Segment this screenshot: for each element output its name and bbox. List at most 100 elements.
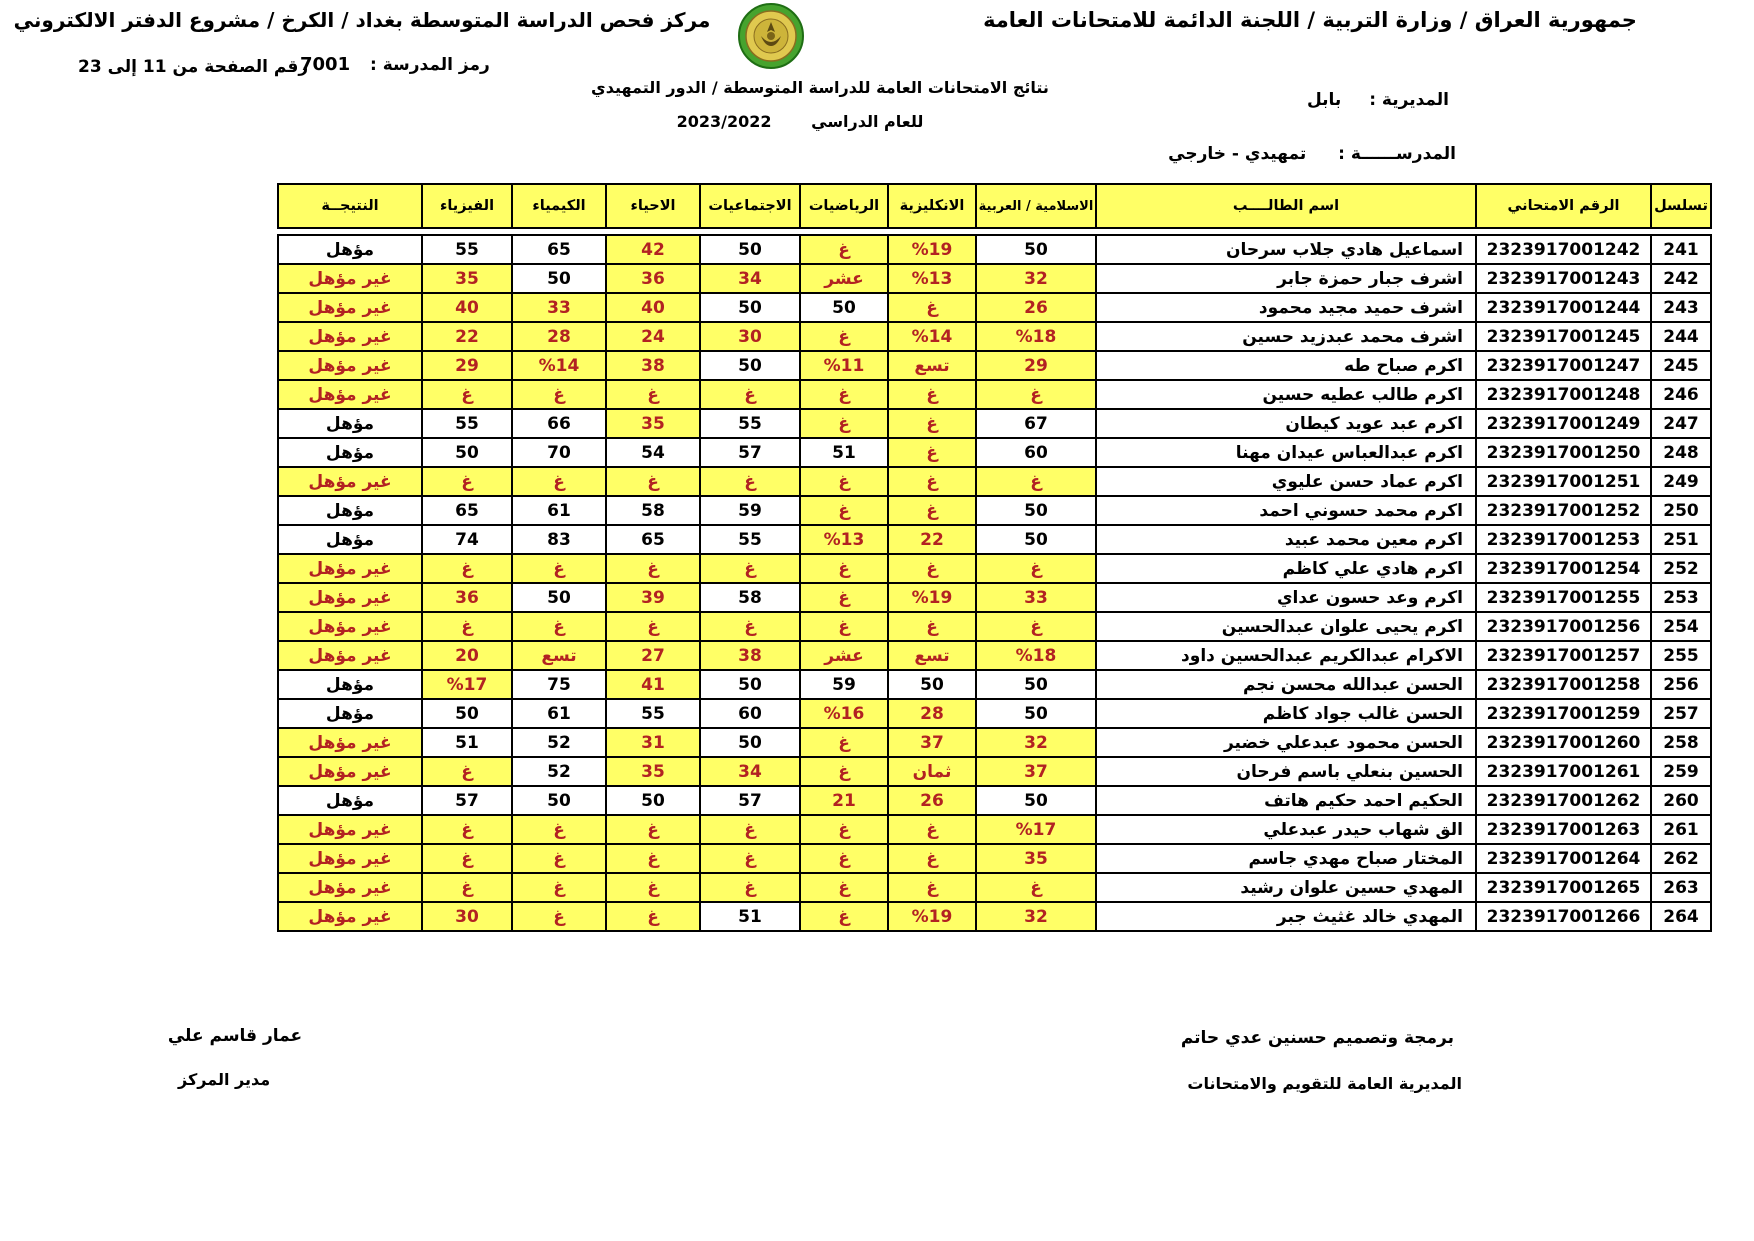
- result-cell: غير مؤهل: [277, 901, 423, 932]
- exam-number-cell: 2323917001262: [1475, 785, 1652, 816]
- exam-number-cell: 2323917001265: [1475, 872, 1652, 903]
- serial-cell: 243: [1650, 292, 1712, 323]
- grade-cell: 35: [605, 756, 701, 787]
- grade-cell: 32: [975, 901, 1097, 932]
- grade-cell: غ: [605, 466, 701, 497]
- table-row: 243 2323917001244 اشرف حميد مجيد محمود 26 غ 5…: [277, 292, 1712, 323]
- grade-cell: غ: [699, 611, 801, 642]
- student-name-cell: اكرم يحيى علوان عبدالحسين: [1095, 611, 1477, 642]
- grade-cell: 38: [699, 640, 801, 671]
- grade-cell: 65: [605, 524, 701, 555]
- table-row: 262 2323917001264 المختار صباح مهدي جاسم 35…: [277, 843, 1712, 874]
- column-header: الاسلامية / العربية: [975, 183, 1097, 229]
- grade-cell: 50: [511, 263, 607, 294]
- grade-cell: 50: [699, 669, 801, 700]
- result-cell: مؤهل: [277, 234, 423, 265]
- grade-cell: 50: [699, 234, 801, 265]
- grade-cell: غ: [511, 466, 607, 497]
- grade-cell: غ: [799, 321, 889, 352]
- grade-cell: غ: [799, 408, 889, 439]
- result-cell: غير مؤهل: [277, 843, 423, 874]
- grade-cell: 65: [421, 495, 513, 526]
- year-value: 2023/2022: [676, 112, 772, 131]
- student-name-cell: اكرم عبدالعباس عيدان مهنا: [1095, 437, 1477, 468]
- table-row: 241 2323917001242 اسماعيل هادي جلاب سرحان 5…: [277, 234, 1712, 265]
- grade-cell: 51: [799, 437, 889, 468]
- grade-cell: 35: [975, 843, 1097, 874]
- grade-cell: 55: [421, 234, 513, 265]
- ministry-emblem-logo: [737, 2, 805, 70]
- column-header: الرياضيات: [799, 183, 889, 229]
- table-row: 254 2323917001256 اكرم يحيى علوان عبدالحسي…: [277, 611, 1712, 642]
- grade-cell: غ: [421, 553, 513, 584]
- grade-cell: غ: [887, 379, 977, 410]
- student-name-cell: اكرم وعد حسون عداي: [1095, 582, 1477, 613]
- grade-cell: 26: [975, 292, 1097, 323]
- grade-cell: 50: [799, 292, 889, 323]
- grade-cell: عشر: [799, 640, 889, 671]
- serial-cell: 251: [1650, 524, 1712, 555]
- table-row: 251 2323917001253 اكرم معين محمد عبيد 50 22%…: [277, 524, 1712, 555]
- serial-cell: 247: [1650, 408, 1712, 439]
- grade-cell: غ: [605, 872, 701, 903]
- student-name-cell: الاكرام عبدالكريم عبدالحسين داود: [1095, 640, 1477, 671]
- result-cell: مؤهل: [277, 698, 423, 729]
- grade-cell: 24: [605, 321, 701, 352]
- column-header: الاجتماعيات: [699, 183, 801, 229]
- grade-cell: غ: [799, 727, 889, 758]
- student-name-cell: اكرم عماد حسن عليوي: [1095, 466, 1477, 497]
- table-row: 247 2323917001249 اكرم عبد عويد كيطان 67 غ غ 5…: [277, 408, 1712, 439]
- exam-number-cell: 2323917001263: [1475, 814, 1652, 845]
- serial-cell: 261: [1650, 814, 1712, 845]
- credits-line: برمجة وتصميم حسنين عدي حاتم: [1180, 1028, 1454, 1048]
- result-cell: مؤهل: [277, 785, 423, 816]
- serial-cell: 254: [1650, 611, 1712, 642]
- grade-cell: 29: [975, 350, 1097, 381]
- grade-cell: 50: [421, 437, 513, 468]
- school-value: تمهيدي - خارجي: [1168, 144, 1307, 164]
- director-name: عمار قاسم علي: [167, 1026, 303, 1046]
- grade-cell: غ: [511, 901, 607, 932]
- grade-cell: %17: [421, 669, 513, 700]
- result-cell: غير مؤهل: [277, 756, 423, 787]
- table-row: 258 2323917001260 الحسن محمود عبدعلي خضير 3…: [277, 727, 1712, 758]
- grade-cell: 41: [605, 669, 701, 700]
- student-name-cell: اكرم محمد حسوني احمد: [1095, 495, 1477, 526]
- grade-cell: غ: [887, 872, 977, 903]
- table-row: 260 2323917001262 الحكيم احمد حكيم هاتف 50 2…: [277, 785, 1712, 816]
- table-row: 253 2323917001255 اكرم وعد حسون عداي 33 %19 غ…: [277, 582, 1712, 613]
- result-cell: غير مؤهل: [277, 872, 423, 903]
- result-cell: مؤهل: [277, 495, 423, 526]
- grade-cell: %17: [975, 814, 1097, 845]
- grade-cell: غ: [887, 495, 977, 526]
- serial-cell: 241: [1650, 234, 1712, 265]
- grade-cell: 34: [699, 756, 801, 787]
- grade-cell: 51: [421, 727, 513, 758]
- grade-cell: غ: [887, 553, 977, 584]
- grade-cell: 40: [421, 292, 513, 323]
- result-cell: غير مؤهل: [277, 379, 423, 410]
- director-title: مدير المركز: [178, 1070, 271, 1089]
- student-name-cell: اكرم صباح طه: [1095, 350, 1477, 381]
- serial-cell: 262: [1650, 843, 1712, 874]
- table-row: 256 2323917001258 الحسن عبدالله محسن نجم 50…: [277, 669, 1712, 700]
- table-row: 263 2323917001265 المهدي حسين علوان رشيد غ غ…: [277, 872, 1712, 903]
- grade-cell: 36: [605, 263, 701, 294]
- result-cell: غير مؤهل: [277, 814, 423, 845]
- table-row: 259 2323917001261 الحسين بنعلي باسم فرحان 3…: [277, 756, 1712, 787]
- grade-cell: 50: [699, 727, 801, 758]
- grade-cell: 32: [975, 727, 1097, 758]
- grade-cell: 28: [887, 698, 977, 729]
- page-range: رقم الصفحة من 11 إلى 23: [78, 57, 309, 77]
- grade-cell: 50: [511, 785, 607, 816]
- grade-cell: غ: [887, 437, 977, 468]
- grade-cell: 27: [605, 640, 701, 671]
- grade-cell: 50: [699, 350, 801, 381]
- exam-number-cell: 2323917001251: [1475, 466, 1652, 497]
- student-name-cell: اشرف محمد عبدزيد حسين: [1095, 321, 1477, 352]
- grade-cell: 67: [975, 408, 1097, 439]
- result-cell: غير مؤهل: [277, 727, 423, 758]
- serial-cell: 258: [1650, 727, 1712, 758]
- exam-number-cell: 2323917001252: [1475, 495, 1652, 526]
- column-header: الرقم الامتحاني: [1475, 183, 1652, 229]
